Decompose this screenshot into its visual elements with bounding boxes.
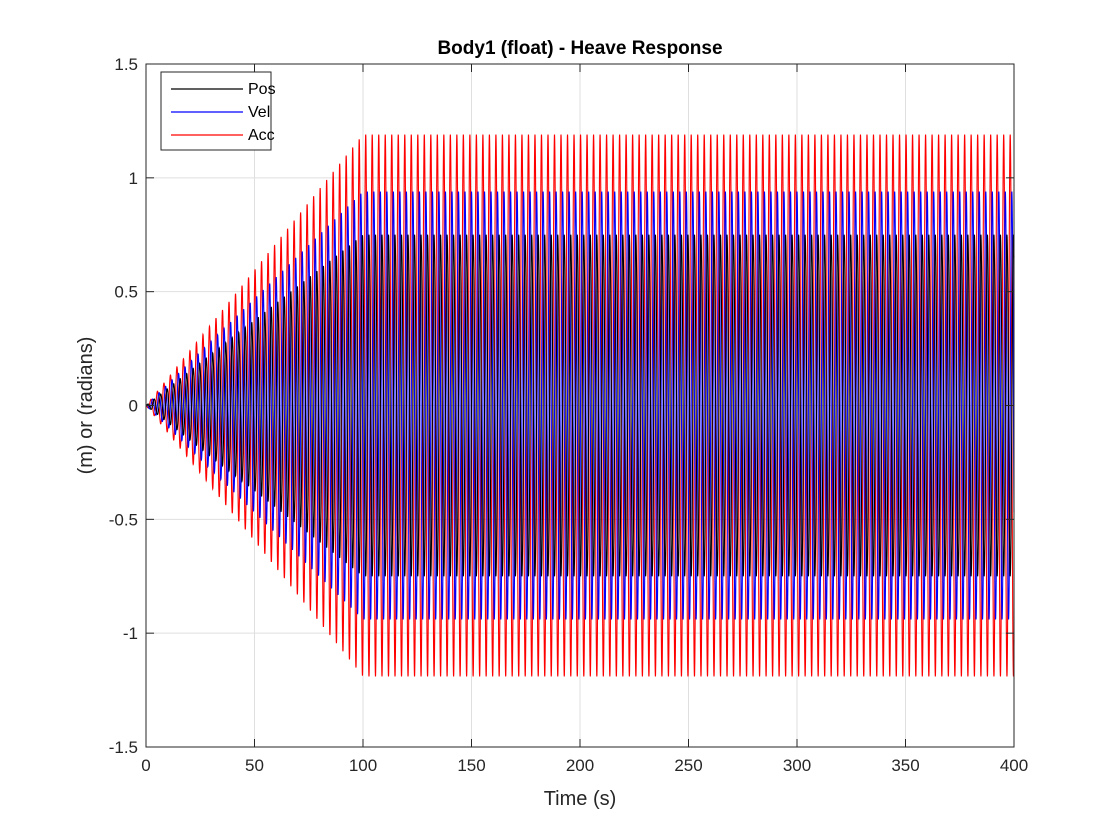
axis-ticks: 0 50 100 150 200 250 300 350 400 -1.5 -1 -0.5 0 0.5 1 1… — [109, 55, 1028, 775]
x-tick-label: 0 — [141, 756, 150, 775]
y-tick-label: 0.5 — [114, 283, 138, 302]
y-tick-label: -1.5 — [109, 738, 138, 757]
legend-label-pos: Pos — [248, 81, 276, 98]
y-tick-label: 1 — [129, 169, 138, 188]
legend-box — [160, 71, 272, 151]
plot-series — [145, 134, 1015, 677]
x-tick-label: 50 — [245, 756, 264, 775]
legend-label-vel: Vel — [248, 104, 270, 121]
legend-label-acc: Acc — [248, 127, 275, 144]
x-tick-label: 150 — [457, 756, 485, 775]
x-tick-label: 100 — [349, 756, 377, 775]
x-tick-label: 350 — [891, 756, 919, 775]
x-tick-label: 250 — [674, 756, 702, 775]
chart-title: Body1 (float) - Heave Response — [437, 38, 722, 59]
series-line-pos — [145, 234, 1015, 577]
x-tick-label: 200 — [566, 756, 594, 775]
y-tick-label: 1.5 — [114, 55, 138, 74]
x-tick-label: 300 — [783, 756, 811, 775]
y-tick-label: 0 — [129, 397, 138, 416]
x-tick-label: 400 — [1000, 756, 1028, 775]
x-axis-label: Time (s) — [544, 788, 617, 810]
series-line-acc — [145, 134, 1015, 677]
y-tick-label: -1 — [123, 624, 138, 643]
legend: Pos Vel Acc — [160, 71, 276, 151]
y-tick-label: -0.5 — [109, 510, 138, 529]
y-axis-label: (m) or (radians) — [75, 337, 97, 475]
